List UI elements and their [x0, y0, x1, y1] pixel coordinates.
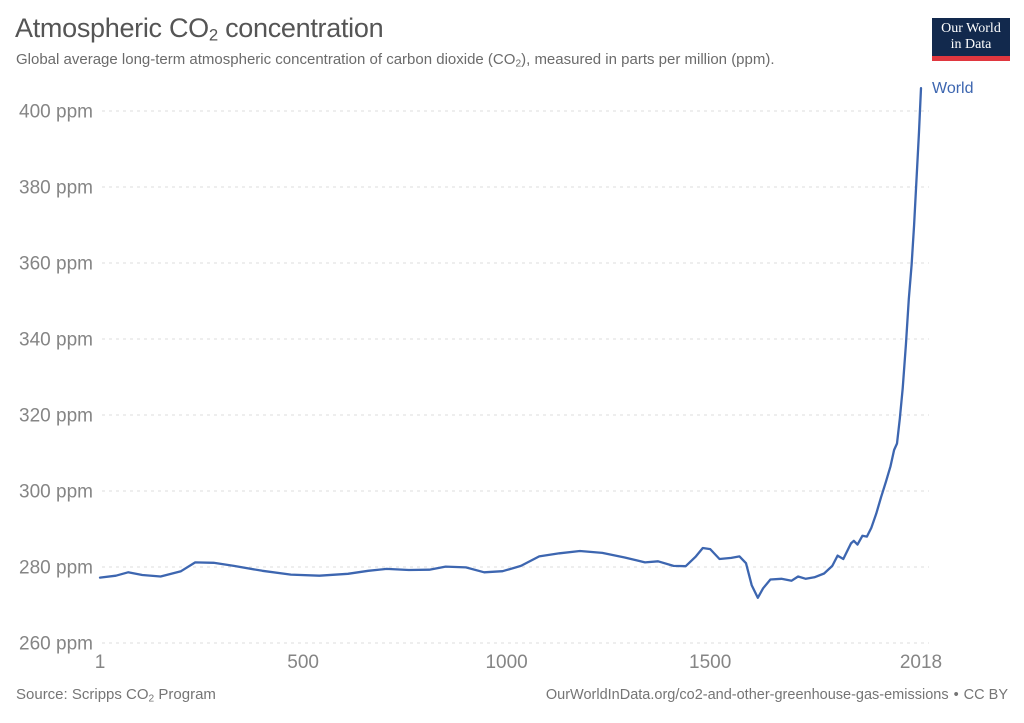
- subtitle-text-end: ), measured in parts per million (ppm).: [521, 51, 775, 68]
- x-axis-tick-label: 1500: [689, 652, 731, 673]
- y-axis-tick-label: 400 ppm: [19, 102, 93, 123]
- series-end-label: World: [932, 80, 974, 98]
- title-text-end: concentration: [217, 13, 384, 43]
- owid-logo[interactable]: Our World in Data: [932, 18, 1010, 61]
- source-note: Source: Scripps CO2 Program: [16, 686, 216, 705]
- y-axis-tick-label: 300 ppm: [19, 482, 93, 503]
- owid-logo-line2: in Data: [950, 36, 992, 52]
- owid-logo-line1: Our World: [941, 21, 1001, 36]
- source-subscript: 2: [148, 693, 155, 705]
- x-axis-tick-label: 1000: [485, 652, 527, 673]
- logo-red-bar: [932, 56, 1010, 61]
- y-axis-tick-label: 260 ppm: [19, 634, 93, 655]
- y-axis-tick-label: 320 ppm: [19, 406, 93, 427]
- title-subscript: 2: [208, 25, 218, 45]
- y-axis-tick-label: 280 ppm: [19, 558, 93, 579]
- x-axis-tick-label: 500: [287, 652, 319, 673]
- page-title: Atmospheric CO2 concentration: [15, 13, 384, 45]
- attribution-separator: •: [953, 687, 959, 703]
- source-text: Source: Scripps CO: [16, 686, 149, 703]
- title-text: Atmospheric CO: [15, 13, 209, 43]
- chart-subtitle: Global average long-term atmospheric con…: [16, 51, 775, 70]
- x-axis-tick-label: 1: [95, 652, 106, 673]
- owid-logo-text: Our World in Data: [932, 18, 1010, 56]
- source-text-end: Program: [154, 686, 216, 703]
- subtitle-subscript: 2: [515, 58, 522, 70]
- x-axis-tick-label: 2018: [900, 652, 942, 673]
- world-series-line: [98, 87, 923, 599]
- y-axis-tick-label: 340 ppm: [19, 330, 93, 351]
- license-label: CC BY: [963, 687, 1008, 703]
- y-axis-tick-label: 360 ppm: [19, 254, 93, 275]
- subtitle-text: Global average long-term atmospheric con…: [16, 51, 516, 68]
- attribution: OurWorldInData.org/co2-and-other-greenho…: [546, 687, 1008, 703]
- attribution-link[interactable]: OurWorldInData.org/co2-and-other-greenho…: [545, 687, 949, 703]
- y-axis-tick-label: 380 ppm: [19, 178, 93, 199]
